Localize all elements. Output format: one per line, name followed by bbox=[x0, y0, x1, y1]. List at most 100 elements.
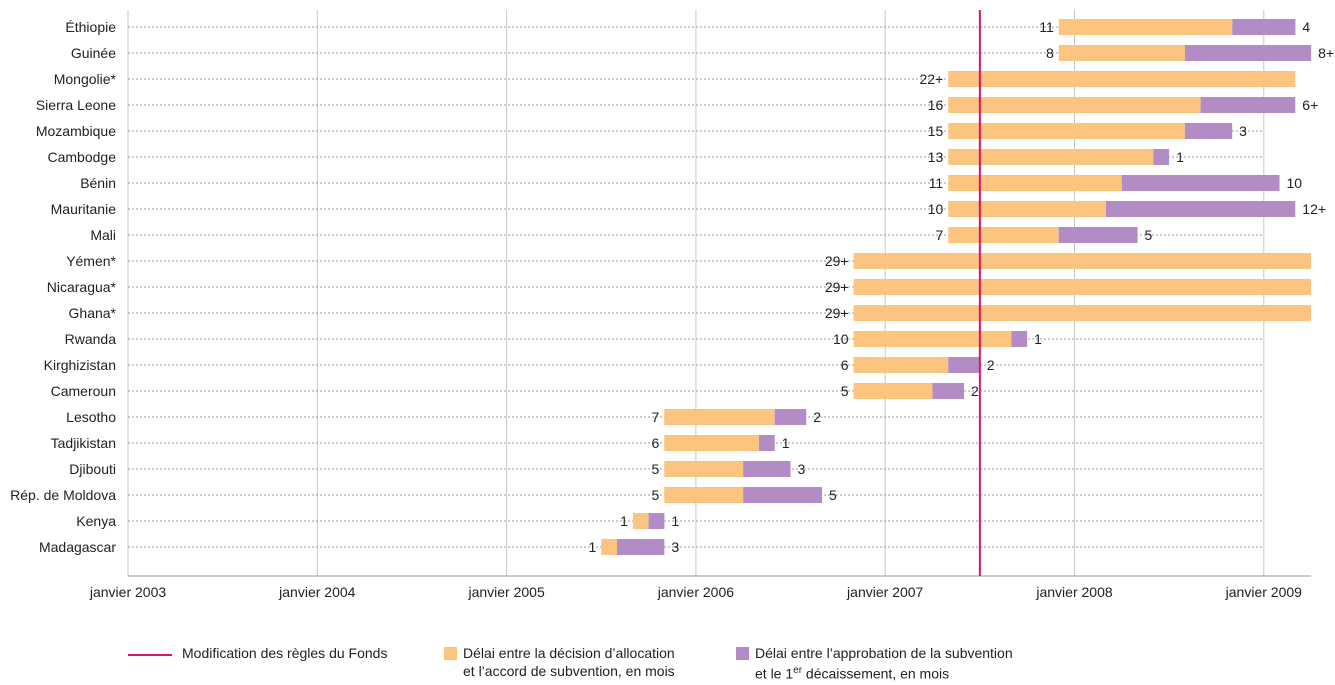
country-label: Mozambique bbox=[36, 123, 116, 139]
bar-allocation bbox=[948, 71, 1296, 87]
country-label: Kenya bbox=[76, 513, 116, 529]
country-row: Lesotho 7 2 bbox=[66, 409, 1264, 425]
value-label-disbursement: 5 bbox=[829, 487, 837, 503]
legend-item-rule-change: Modification des règles du Fonds bbox=[128, 644, 387, 662]
country-row: Guinée 8 8+ bbox=[71, 45, 1334, 61]
value-label-allocation: 22+ bbox=[919, 71, 943, 87]
bar-allocation bbox=[853, 305, 1312, 321]
bar-allocation bbox=[664, 461, 744, 477]
value-label-allocation: 10 bbox=[833, 331, 849, 347]
country-row: Nicaragua* 29+ bbox=[47, 279, 1312, 295]
value-label-allocation: 1 bbox=[620, 513, 628, 529]
legend-line-rule-change bbox=[128, 654, 172, 656]
legend-disbursement-line2: et le 1er décaissement, en mois bbox=[755, 662, 1013, 683]
country-row: Cambodge 13 1 bbox=[48, 149, 1264, 165]
value-label-disbursement: 8+ bbox=[1318, 45, 1334, 61]
country-label: Madagascar bbox=[39, 539, 116, 555]
legend-disbursement-line2-sup: er bbox=[793, 665, 803, 676]
value-label-disbursement: 2 bbox=[813, 409, 821, 425]
country-label: Tadjikistan bbox=[51, 435, 116, 451]
country-row: Mali 7 5 bbox=[90, 227, 1264, 243]
value-label-disbursement: 6+ bbox=[1302, 97, 1318, 113]
country-row: Yémen* 29+ bbox=[66, 253, 1312, 269]
country-label: Rép. de Moldova bbox=[10, 487, 116, 503]
country-row: Éthiopie 11 4 bbox=[65, 19, 1310, 35]
country-row: Djibouti 5 3 bbox=[69, 461, 1264, 477]
bar-allocation bbox=[664, 435, 759, 451]
bar-allocation bbox=[664, 409, 775, 425]
bar-disbursement bbox=[1153, 149, 1170, 165]
value-label-allocation: 29+ bbox=[825, 305, 849, 321]
value-label-allocation: 7 bbox=[651, 409, 659, 425]
value-label-disbursement: 12+ bbox=[1302, 201, 1326, 217]
bar-disbursement bbox=[1200, 97, 1296, 113]
country-label: Kirghizistan bbox=[44, 357, 116, 373]
country-label: Cameroun bbox=[51, 383, 116, 399]
x-axis: janvier 2003 janvier 2004 janvier 2005 janv… bbox=[89, 575, 1312, 600]
bar-allocation bbox=[948, 175, 1122, 191]
country-row: Mauritanie 10 12+ bbox=[51, 201, 1326, 217]
bar-allocation bbox=[853, 331, 1012, 347]
value-label-allocation: 11 bbox=[1039, 19, 1054, 35]
value-label-disbursement: 3 bbox=[1239, 123, 1247, 139]
value-label-disbursement: 10 bbox=[1287, 175, 1303, 191]
bar-disbursement bbox=[1011, 331, 1028, 347]
bar-allocation bbox=[601, 539, 618, 555]
x-tick-label: janvier 2004 bbox=[278, 584, 355, 600]
bar-allocation bbox=[1058, 45, 1185, 61]
x-tick-label: janvier 2007 bbox=[846, 584, 923, 600]
bar-allocation bbox=[1058, 19, 1233, 35]
legend: Modification des règles du Fonds Délai e… bbox=[0, 644, 1335, 684]
bar-allocation bbox=[948, 97, 1201, 113]
country-label: Cambodge bbox=[48, 149, 117, 165]
country-row: Bénin 11 10 bbox=[80, 175, 1302, 191]
value-label-allocation: 6 bbox=[841, 357, 849, 373]
bar-disbursement bbox=[1105, 201, 1296, 217]
bar-disbursement bbox=[774, 409, 807, 425]
value-label-disbursement: 3 bbox=[797, 461, 805, 477]
legend-disbursement-line1: Délai entre l’approbation de la subventi… bbox=[755, 645, 1013, 661]
country-row: Cameroun 5 2 bbox=[51, 383, 1264, 399]
value-label-disbursement: 4 bbox=[1302, 19, 1310, 35]
value-label-allocation: 5 bbox=[841, 383, 849, 399]
value-label-allocation: 10 bbox=[928, 201, 944, 217]
country-row: Rwanda 10 1 bbox=[65, 331, 1264, 347]
value-label-allocation: 8 bbox=[1046, 45, 1054, 61]
x-tick-label: janvier 2003 bbox=[89, 584, 166, 600]
bar-allocation bbox=[948, 123, 1185, 139]
country-label: Nicaragua* bbox=[47, 279, 117, 295]
country-label: Guinée bbox=[71, 45, 116, 61]
country-label: Yémen* bbox=[66, 253, 116, 269]
country-label: Djibouti bbox=[69, 461, 116, 477]
bar-allocation bbox=[632, 513, 649, 529]
x-tick-label: janvier 2008 bbox=[1035, 584, 1112, 600]
value-label-allocation: 29+ bbox=[825, 253, 849, 269]
bar-allocation bbox=[948, 149, 1154, 165]
legend-item-allocation: Délai entre la décision d’allocation et … bbox=[444, 644, 675, 680]
country-row: Rép. de Moldova 5 5 bbox=[10, 487, 1264, 503]
legend-label-disbursement: Délai entre l’approbation de la subventi… bbox=[755, 644, 1013, 683]
value-label-allocation: 16 bbox=[928, 97, 944, 113]
bar-allocation bbox=[853, 383, 933, 399]
country-label: Sierra Leone bbox=[36, 97, 116, 113]
country-label: Bénin bbox=[80, 175, 116, 191]
bar-disbursement bbox=[617, 539, 665, 555]
bar-disbursement bbox=[743, 461, 791, 477]
value-label-allocation: 11 bbox=[929, 175, 944, 191]
bar-disbursement bbox=[1058, 227, 1138, 243]
x-tick-label: janvier 2009 bbox=[1225, 584, 1302, 600]
bar-disbursement bbox=[743, 487, 823, 503]
country-label: Mauritanie bbox=[51, 201, 117, 217]
country-label: Rwanda bbox=[65, 331, 117, 347]
legend-label-rule-change: Modification des règles du Fonds bbox=[182, 645, 388, 661]
value-label-disbursement: 2 bbox=[987, 357, 995, 373]
country-row: Kirghizistan 6 2 bbox=[44, 357, 1264, 373]
value-label-allocation: 13 bbox=[928, 149, 944, 165]
value-label-allocation: 6 bbox=[651, 435, 659, 451]
country-row: Mongolie* 22+ bbox=[54, 71, 1296, 87]
value-label-allocation: 5 bbox=[651, 487, 659, 503]
value-label-allocation: 15 bbox=[928, 123, 944, 139]
bar-allocation bbox=[948, 201, 1106, 217]
bar-allocation bbox=[853, 357, 949, 373]
